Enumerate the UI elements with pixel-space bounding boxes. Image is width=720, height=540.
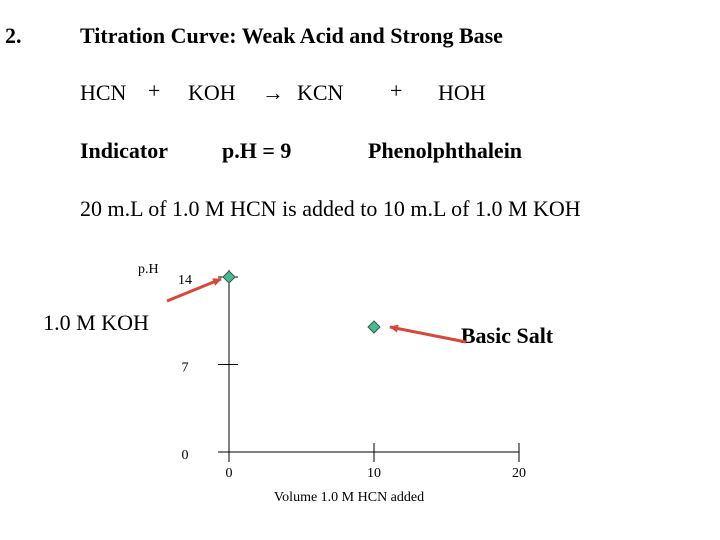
equation-term: KOH [188, 80, 236, 105]
x-tick-label: 10 [367, 466, 381, 481]
y-axis-label: p.H [138, 262, 159, 277]
annotation: Basic Salt [461, 323, 554, 348]
indicator-label: Indicator [80, 138, 168, 163]
equation-term: KCN [297, 80, 344, 105]
x-tick-label: 0 [226, 466, 233, 481]
equation-term: + [148, 78, 160, 103]
slide-number: 2. [5, 23, 22, 48]
annotation: 1.0 M KOH [43, 310, 149, 335]
equation-term: → [262, 80, 284, 105]
x-axis-label: Volume 1.0 M HCN added [274, 490, 424, 505]
statement: 20 m.L of 1.0 M HCN is added to 10 m.L o… [80, 196, 581, 221]
equation-term: HCN [80, 80, 127, 105]
y-tick-label: 0 [182, 448, 189, 463]
equation-term: + [390, 78, 402, 103]
indicator-ph: p.H = 9 [222, 138, 291, 163]
annotation-arrow [389, 324, 467, 344]
data-point [367, 320, 381, 334]
slide-title: Titration Curve: Weak Acid and Strong Ba… [80, 23, 503, 48]
equation-term: HOH [438, 80, 486, 105]
data-point [222, 270, 236, 284]
y-tick-label: 7 [182, 361, 189, 376]
indicator-name: Phenolphthalein [368, 138, 522, 163]
annotation-arrow [166, 277, 222, 303]
y-tick-label: 14 [178, 273, 192, 288]
x-tick-label: 20 [512, 466, 526, 481]
